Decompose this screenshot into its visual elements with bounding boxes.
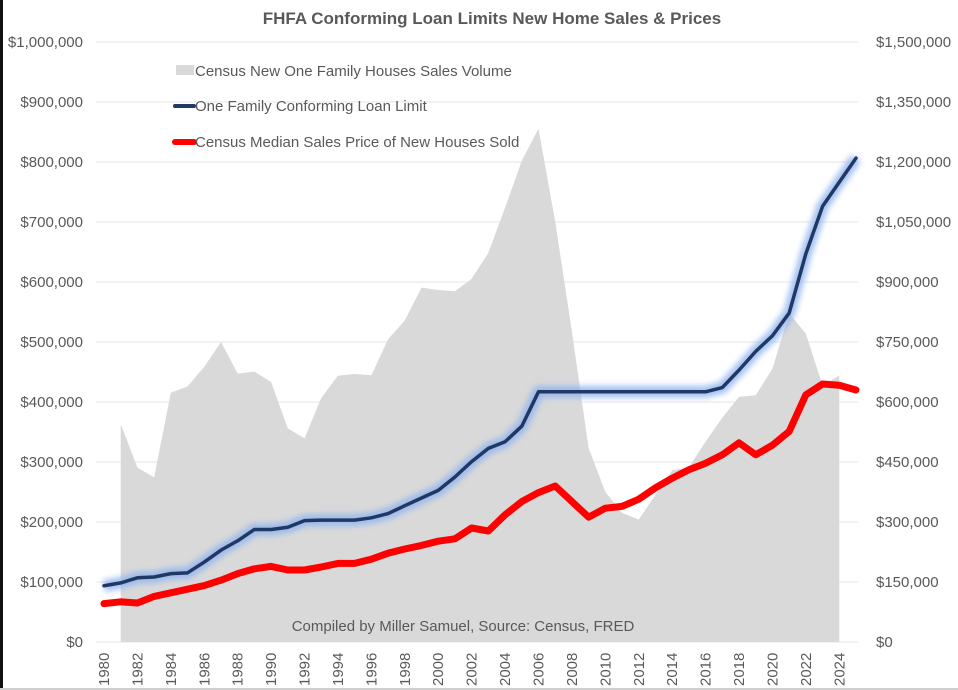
x-axis-tick-label: 2008 [564, 653, 581, 686]
legend: Census New One Family Houses Sales Volum… [172, 63, 519, 151]
left-axis-tick-label: $400,000 [20, 394, 83, 411]
x-axis-tick-label: 2018 [731, 653, 748, 686]
x-axis-tick-label: 1996 [363, 653, 380, 686]
lines-layer [100, 154, 861, 608]
chart-title: FHFA Conforming Loan Limits New Home Sal… [263, 9, 721, 28]
area-layer [120, 128, 840, 643]
right-axis-tick-label: $1,500,000 [876, 34, 951, 51]
x-axis-tick-label: 2022 [798, 653, 815, 686]
right-axis-tick-label: $1,350,000 [876, 94, 951, 111]
right-axis-tick-label: $450,000 [876, 454, 939, 471]
right-axis-tick-label: $600,000 [876, 394, 939, 411]
left-axis-tick-label: $700,000 [20, 214, 83, 231]
x-axis-tick-label: 2014 [664, 653, 681, 686]
x-axis-tick-label: 1986 [196, 653, 213, 686]
left-axis-tick-label: $300,000 [20, 454, 83, 471]
right-axis: $0 $150,000 $300,000 $450,000 $600,000 $750,0… [876, 34, 951, 651]
legend-swatch-area [176, 65, 194, 75]
right-axis-tick-label: $0 [876, 634, 893, 651]
right-axis-tick-label: $150,000 [876, 574, 939, 591]
x-axis-tick-label: 1982 [129, 653, 146, 686]
line-loan-limit [102, 156, 858, 588]
left-axis-tick-label: $600,000 [20, 274, 83, 291]
right-axis-tick-label: $900,000 [876, 274, 939, 291]
left-axis-tick-label: $1,000,000 [8, 34, 83, 51]
x-axis-tick-label: 1990 [263, 653, 280, 686]
x-axis-tick-label: 2006 [530, 653, 547, 686]
right-axis-tick-label: $1,200,000 [876, 154, 951, 171]
left-axis-tick-label: $100,000 [20, 574, 83, 591]
x-axis-tick-label: 1984 [163, 653, 180, 686]
legend-label-median-price: Census Median Sales Price of New Houses … [195, 134, 519, 151]
left-axis-tick-label: $200,000 [20, 514, 83, 531]
line-median-price [100, 380, 860, 608]
legend-label-sales-volume: Census New One Family Houses Sales Volum… [195, 63, 512, 80]
x-axis-tick-label: 1998 [397, 653, 414, 686]
x-axis-tick-label: 2010 [597, 653, 614, 686]
x-axis-tick-label: 2004 [497, 653, 514, 686]
left-axis-tick-label: $900,000 [20, 94, 83, 111]
x-axis-tick-label: 1988 [230, 653, 247, 686]
legend-label-loan-limit: One Family Conforming Loan Limit [195, 98, 428, 115]
left-axis-tick-label: $800,000 [20, 154, 83, 171]
right-axis-tick-label: $1,050,000 [876, 214, 951, 231]
x-axis-tick-label: 1992 [297, 653, 314, 686]
x-axis-tick-label: 1980 [96, 653, 113, 686]
bottom-divider [0, 688, 958, 690]
right-axis-tick-label: $300,000 [876, 514, 939, 531]
x-axis-tick-label: 2012 [631, 653, 648, 686]
x-axis-tick-label: 2000 [430, 653, 447, 686]
x-axis-tick-label: 2020 [764, 653, 781, 686]
x-axis-tick-label: 2002 [464, 653, 481, 686]
x-axis-tick-label: 1994 [330, 653, 347, 686]
x-axis: 1980 1982 1984 1986 1988 1990 1992 1994 1996 1998… [96, 653, 848, 686]
left-axis-tick-label: $500,000 [20, 334, 83, 351]
left-axis-tick-label: $0 [66, 634, 83, 651]
area-sales-volume [120, 128, 840, 643]
x-axis-tick-label: 2016 [698, 653, 715, 686]
source-note: Compiled by Miller Samuel, Source: Censu… [292, 618, 635, 635]
left-axis: $0 $100,000 $200,000 $300,000 $400,000 $500,0… [8, 34, 83, 651]
right-axis-tick-label: $750,000 [876, 334, 939, 351]
x-axis-tick-label: 2024 [831, 653, 848, 686]
